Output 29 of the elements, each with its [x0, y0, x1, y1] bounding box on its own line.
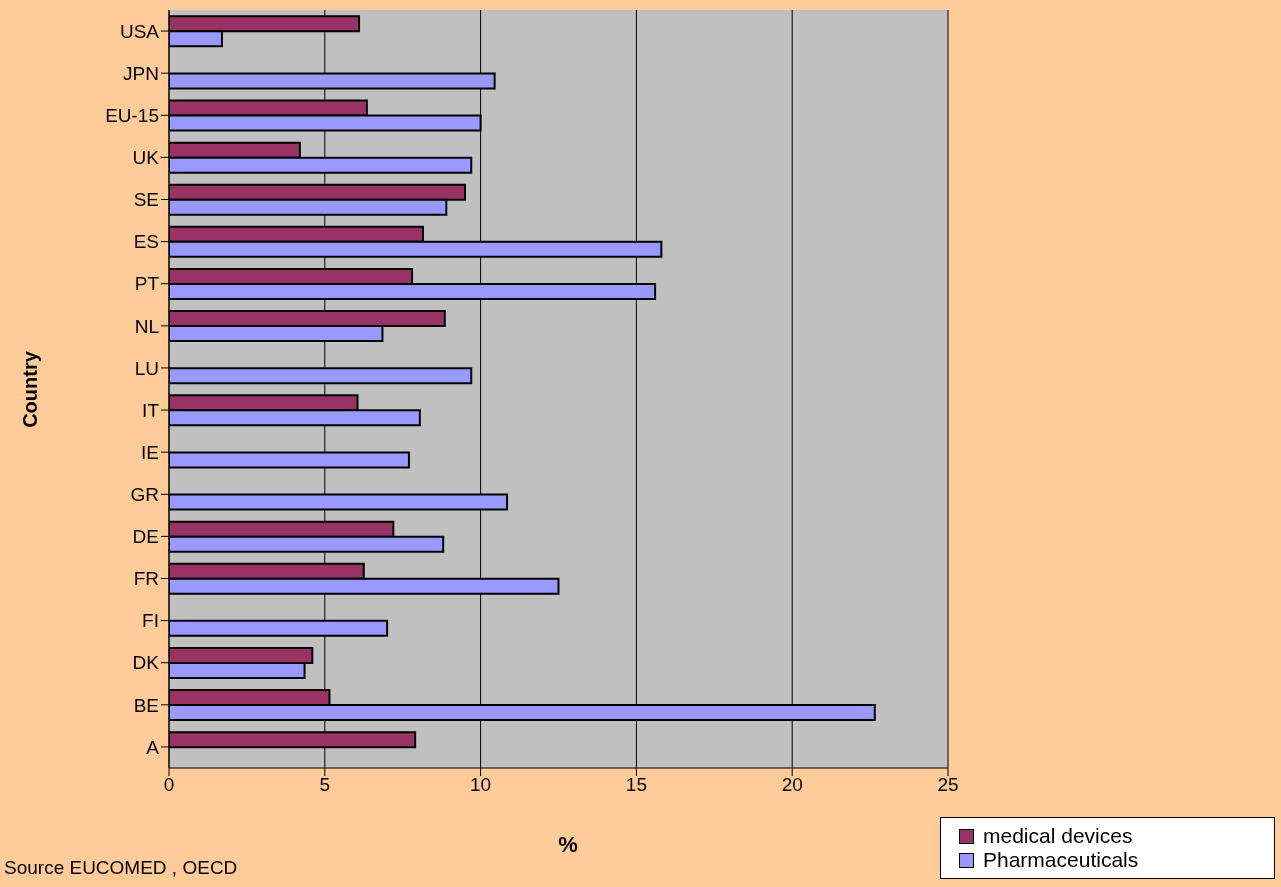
x-tick-label: 10 [470, 774, 492, 796]
y-tick-label: UK [132, 147, 160, 169]
y-tick-label: FI [142, 610, 159, 632]
y-axis-title: Country [18, 350, 42, 428]
y-tick-label: DK [132, 652, 160, 674]
y-tick-label: BE [133, 694, 159, 716]
x-tick-label: 0 [163, 774, 175, 796]
x-tick-label: 5 [319, 774, 331, 796]
y-tick-label: A [146, 736, 160, 758]
y-tick-label: PT [134, 273, 160, 295]
y-tick-label: SE [133, 189, 159, 211]
y-tick-label: USA [119, 20, 160, 42]
x-tick-label: 20 [781, 774, 803, 796]
y-tick-label: ES [133, 231, 159, 253]
legend-label: Pharmaceuticals [983, 848, 1139, 872]
y-tick-label: JPN [123, 62, 159, 84]
legend-label: medical devices [983, 824, 1133, 848]
x-tick-label: 15 [625, 774, 647, 796]
y-tick-label: GR [130, 484, 159, 506]
y-tick-label: FR [133, 568, 159, 590]
x-tick-label: 25 [937, 774, 959, 796]
y-tick-label: IT [142, 399, 160, 421]
y-tick-label: LU [134, 357, 159, 379]
x-axis-title: % [557, 832, 579, 858]
y-tick-label: IE [141, 441, 159, 463]
y-tick-label: DE [132, 526, 159, 548]
y-tick-label: NL [134, 315, 159, 337]
y-tick-label: EU-15 [105, 105, 159, 127]
source-note: Source EUCOMED , OECD [4, 857, 238, 879]
